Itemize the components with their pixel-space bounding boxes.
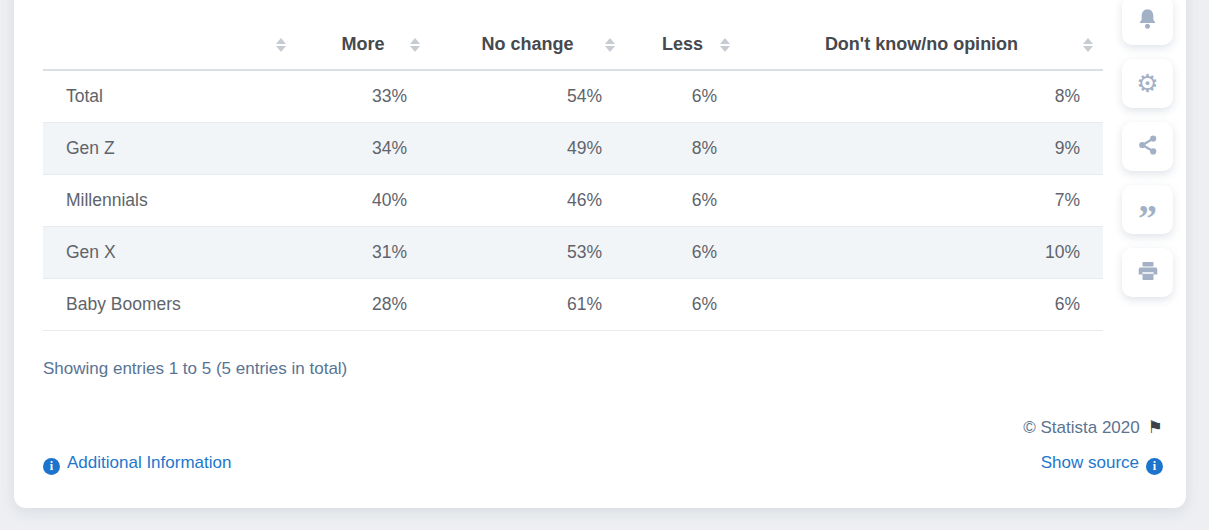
cell-value: 28% bbox=[296, 278, 430, 330]
table-row-total: Total 33% 54% 6% 8% bbox=[43, 70, 1103, 122]
column-header-label: No change bbox=[481, 34, 573, 54]
notifications-button[interactable] bbox=[1122, 0, 1173, 45]
cell-value: 40% bbox=[296, 174, 430, 226]
flag-icon: ⚑ bbox=[1148, 417, 1163, 437]
copyright-note: © Statista 2020 ⚑ bbox=[1023, 417, 1163, 438]
sort-icon bbox=[275, 37, 288, 53]
share-icon bbox=[1136, 133, 1160, 160]
row-label: Millennials bbox=[43, 174, 296, 226]
table-header-row: More No change Less Don't know/no opinio… bbox=[43, 20, 1103, 70]
cell-value: 53% bbox=[430, 226, 625, 278]
share-button[interactable] bbox=[1122, 122, 1173, 171]
cell-value: 6% bbox=[625, 226, 740, 278]
cell-value: 10% bbox=[740, 226, 1103, 278]
sort-icon bbox=[409, 37, 422, 53]
column-header-category[interactable] bbox=[43, 20, 296, 70]
cite-button[interactable]: ” bbox=[1122, 185, 1173, 234]
column-header-dont-know[interactable]: Don't know/no opinion bbox=[740, 20, 1103, 70]
cell-value: 31% bbox=[296, 226, 430, 278]
row-label: Baby Boomers bbox=[43, 278, 296, 330]
info-icon: i bbox=[43, 458, 60, 475]
quote-icon: ” bbox=[1138, 209, 1157, 228]
settings-button[interactable]: ⚙ bbox=[1122, 59, 1173, 108]
cell-value: 6% bbox=[740, 278, 1103, 330]
cell-value: 54% bbox=[430, 70, 625, 122]
side-toolbar: ⚙ ” bbox=[1122, 0, 1173, 297]
column-header-label: More bbox=[341, 34, 384, 54]
cell-value: 33% bbox=[296, 70, 430, 122]
table-row-millennials: Millennials 40% 46% 6% 7% bbox=[43, 174, 1103, 226]
entries-summary: Showing entries 1 to 5 (5 entries in tot… bbox=[43, 359, 1103, 379]
additional-information-link[interactable]: i Additional Information bbox=[43, 453, 231, 475]
statistic-card: More No change Less Don't know/no opinio… bbox=[14, 0, 1186, 508]
cell-value: 6% bbox=[625, 70, 740, 122]
bell-icon bbox=[1135, 7, 1160, 35]
cell-value: 34% bbox=[296, 122, 430, 174]
additional-information-label: Additional Information bbox=[67, 453, 231, 472]
sort-icon bbox=[1082, 37, 1095, 53]
cell-value: 61% bbox=[430, 278, 625, 330]
cell-value: 46% bbox=[430, 174, 625, 226]
cell-value: 9% bbox=[740, 122, 1103, 174]
statistics-table: More No change Less Don't know/no opinio… bbox=[43, 20, 1103, 331]
cell-value: 6% bbox=[625, 174, 740, 226]
column-header-no-change[interactable]: No change bbox=[430, 20, 625, 70]
cell-value: 49% bbox=[430, 122, 625, 174]
column-header-label: Don't know/no opinion bbox=[825, 34, 1018, 54]
column-header-label: Less bbox=[662, 34, 703, 54]
show-source-link[interactable]: Show source i bbox=[1041, 453, 1163, 475]
cell-value: 7% bbox=[740, 174, 1103, 226]
copyright-text: © Statista 2020 bbox=[1023, 418, 1140, 437]
row-label: Gen X bbox=[43, 226, 296, 278]
column-header-less[interactable]: Less bbox=[625, 20, 740, 70]
cell-value: 8% bbox=[740, 70, 1103, 122]
show-source-label: Show source bbox=[1041, 453, 1139, 472]
sort-icon bbox=[604, 37, 617, 53]
info-icon: i bbox=[1146, 458, 1163, 475]
printer-icon bbox=[1136, 259, 1160, 286]
print-button[interactable] bbox=[1122, 248, 1173, 297]
cell-value: 8% bbox=[625, 122, 740, 174]
row-label: Total bbox=[43, 70, 296, 122]
table-row-gen-x: Gen X 31% 53% 6% 10% bbox=[43, 226, 1103, 278]
column-header-more[interactable]: More bbox=[296, 20, 430, 70]
gear-icon: ⚙ bbox=[1136, 71, 1158, 96]
table-row-gen-z: Gen Z 34% 49% 8% 9% bbox=[43, 122, 1103, 174]
table-row-baby-boomers: Baby Boomers 28% 61% 6% 6% bbox=[43, 278, 1103, 330]
row-label: Gen Z bbox=[43, 122, 296, 174]
sort-icon bbox=[719, 37, 732, 53]
cell-value: 6% bbox=[625, 278, 740, 330]
